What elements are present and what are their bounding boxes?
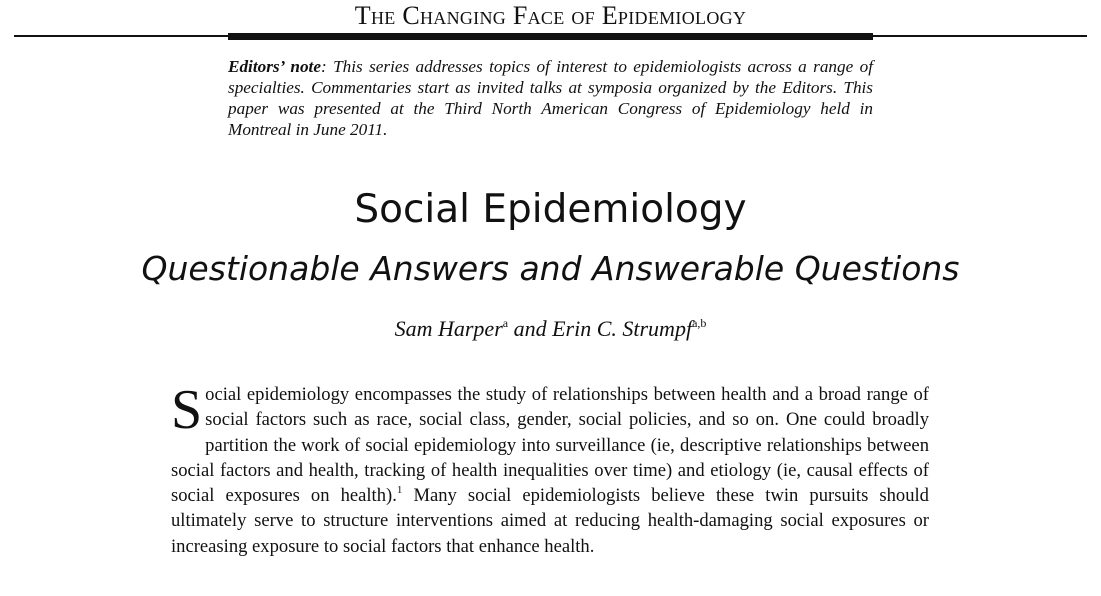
header-rule-thick: [228, 33, 873, 40]
author-affiliation: a,b: [692, 316, 707, 330]
author-line: Sam Harpera and Erin C. Strumpfa,b: [0, 312, 1101, 346]
author-affiliation: a: [502, 316, 509, 330]
series-title: The Changing Face of Epidemiology: [354, 1, 747, 30]
reference-mark[interactable]: 1: [396, 484, 403, 497]
editors-note-label: Editors’ note: [228, 57, 321, 76]
author-name: Sam Harper: [394, 316, 503, 341]
editors-note: Editors’ note: This series addresses top…: [228, 56, 873, 140]
article-title: Social Epidemiology: [354, 187, 747, 232]
drop-cap: S: [171, 379, 203, 441]
body-text-part1: ocial epidemiology encompasses the study…: [171, 384, 929, 507]
editors-note-text: : This series addresses topics of intere…: [228, 57, 873, 139]
article-subtitle: Questionable Answers and Answerable Ques…: [141, 249, 960, 288]
author-joiner: and: [513, 316, 547, 341]
series-header: The Changing Face of Epidemiology: [0, 0, 1101, 44]
body-text-part2: Many social epidemiolo­gists believe the…: [171, 485, 929, 557]
author-name: Erin C. Strumpf: [552, 316, 693, 341]
